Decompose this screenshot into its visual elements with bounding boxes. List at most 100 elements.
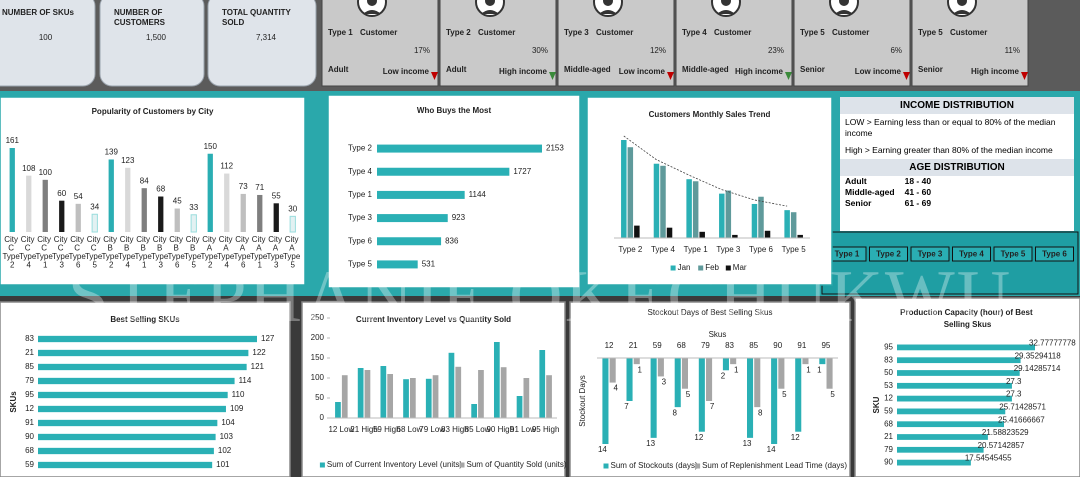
data-label: 923	[452, 213, 466, 222]
slicer-label[interactable]: Type 5	[1001, 250, 1026, 259]
avatar-body	[481, 10, 499, 14]
avatar-body	[717, 10, 735, 14]
slicer-label[interactable]: Type 2	[876, 250, 901, 259]
bar	[660, 165, 666, 238]
bar	[448, 352, 455, 418]
kpi-label: NUMBER OF CUSTOMERS	[114, 8, 166, 27]
bar	[897, 408, 1006, 415]
bar	[289, 215, 296, 233]
bar	[38, 461, 213, 469]
x-tick-label: 91 Low	[510, 425, 536, 434]
income-group: Low income	[855, 67, 902, 76]
data-label: 8	[758, 408, 763, 417]
slicer-button[interactable]	[952, 246, 991, 262]
slicer-label[interactable]: Type 3	[918, 250, 943, 259]
y-tick-label: Type 2	[348, 144, 373, 153]
trend-arrow	[667, 72, 674, 80]
chart-title: Current Inventory Level vs Quantity Sold	[356, 315, 511, 324]
customer-share: 17%	[414, 46, 430, 55]
data-label: 161	[6, 136, 20, 145]
trend-arrow	[431, 72, 438, 80]
data-label: 13	[646, 439, 655, 448]
avatar	[475, 0, 505, 17]
bar	[754, 358, 761, 408]
data-label: 17.54545455	[965, 454, 1012, 463]
avatar-head	[485, 0, 495, 6]
income-low: LOW > Earning less than or equal to 80% …	[845, 117, 1056, 138]
data-label: 13	[743, 439, 752, 448]
legend-swatch	[603, 463, 609, 469]
y-tick-label: 21	[25, 348, 34, 357]
x-tick-label: City C Type 1	[35, 235, 55, 270]
slicer-button[interactable]	[993, 246, 1033, 262]
text-line: 1	[258, 261, 263, 270]
y-tick-label: 50	[315, 393, 324, 402]
text-line: 3	[274, 261, 279, 270]
data-label: 109	[230, 404, 244, 413]
text-line: Type	[35, 252, 55, 261]
slicer-label[interactable]: Type 1	[835, 250, 860, 259]
x-tick-label: 21	[629, 341, 638, 350]
y-tick-label: 59	[884, 407, 893, 416]
chart-title: Best Selling SKUs	[110, 315, 180, 324]
chart-title: Who Buys the Most	[417, 106, 492, 115]
avatar-body	[363, 10, 381, 14]
slicer-label[interactable]: Type 6	[1042, 250, 1067, 259]
text-line: City	[169, 235, 185, 244]
data-label: 1144	[469, 190, 487, 199]
x-tick-label: Type 5	[782, 245, 807, 254]
y-tick-label: 85	[25, 362, 34, 371]
slicer-button[interactable]	[1035, 246, 1074, 262]
text-line: Type	[200, 252, 220, 261]
text-line: TOTAL QUANTITY	[222, 8, 293, 17]
bar	[634, 225, 640, 238]
y-tick-label: 91	[25, 418, 34, 427]
customer-type: Type 5	[800, 28, 825, 37]
text-line: Type	[68, 252, 88, 261]
y-tick-label: 12	[884, 394, 893, 403]
bar	[797, 234, 803, 238]
x-tick-label: 83	[725, 341, 734, 350]
bar	[674, 358, 681, 408]
chart-title: Production Capacity (hour) of Best Selli…	[900, 308, 1035, 329]
y-tick-label: Type 6	[348, 236, 373, 245]
text-line: City	[219, 235, 235, 244]
text-line: Type	[85, 252, 105, 261]
text-line: SOLD	[222, 18, 244, 27]
bar	[897, 344, 1035, 351]
text-line: Type	[52, 252, 72, 261]
slicer-label[interactable]: Type 4	[959, 250, 984, 259]
data-label: 29.35294118	[1015, 351, 1062, 360]
y-tick-label: 83	[884, 355, 893, 364]
text-line: 6	[76, 261, 81, 270]
bar	[602, 358, 609, 444]
bar	[377, 237, 442, 246]
customer-type: Type 3	[564, 28, 589, 37]
legend-label: Feb	[705, 263, 719, 272]
avatar-body	[835, 10, 853, 14]
data-label: 110	[232, 390, 245, 399]
data-label: 30	[288, 204, 297, 213]
customer-label: Customer	[950, 28, 987, 37]
bar	[38, 419, 218, 427]
text-line: 3	[60, 261, 65, 270]
bar	[746, 358, 754, 438]
kpi-value: 7,314	[256, 33, 277, 42]
y-tick-label: 53	[884, 381, 893, 390]
x-tick-label: 79 Low	[419, 425, 445, 434]
bar	[897, 459, 971, 466]
data-label: 1	[806, 365, 811, 374]
slicer-button[interactable]	[910, 246, 950, 262]
text-line: 2	[10, 261, 15, 270]
kpi-value: 1,500	[146, 33, 167, 42]
bar	[778, 358, 785, 389]
data-label: 114	[239, 376, 252, 385]
x-tick-label: City A Type 1	[250, 235, 270, 270]
income-title: INCOME DISTRIBUTION	[840, 97, 1074, 114]
data-label: 60	[57, 189, 66, 198]
data-label: 1	[817, 365, 822, 374]
slicer-button[interactable]	[869, 246, 908, 262]
avatar	[593, 0, 623, 17]
text-line: 4	[225, 261, 230, 270]
y-tick-label: 0	[320, 413, 325, 422]
